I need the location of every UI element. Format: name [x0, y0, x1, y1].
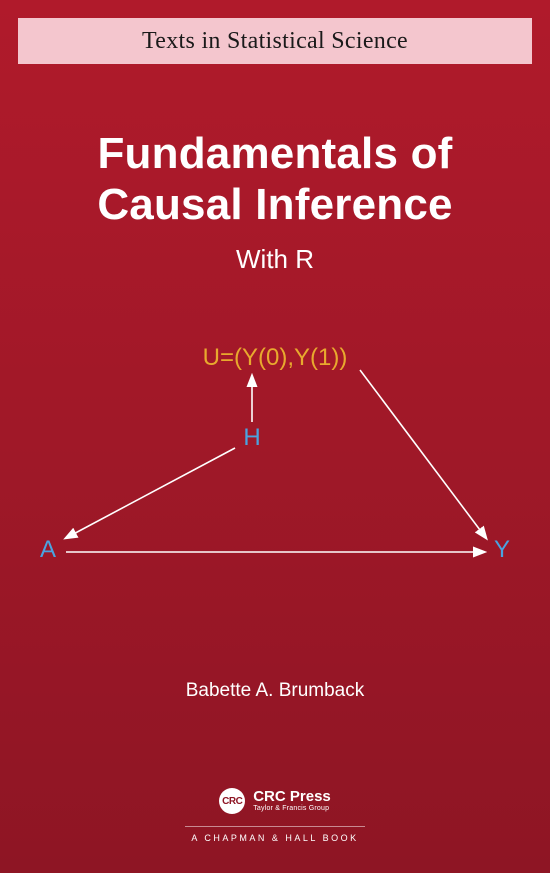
crc-logo-icon: CRC: [219, 788, 245, 814]
publisher-logo: CRC CRC Press Taylor & Francis Group: [219, 788, 331, 814]
book-cover: Texts in Statistical Science Fundamental…: [0, 0, 550, 873]
subtitle: With R: [0, 244, 550, 275]
footer-divider: [185, 826, 365, 827]
causal-diagram: U=(Y(0),Y(1)) H A Y: [0, 320, 550, 640]
series-banner: Texts in Statistical Science: [18, 18, 532, 64]
publisher-text: CRC Press Taylor & Francis Group: [253, 789, 331, 812]
publisher-name: CRC Press: [253, 789, 331, 805]
title-line-1: Fundamentals of: [0, 129, 550, 180]
node-h: H: [243, 424, 260, 452]
title-block: Fundamentals of Causal Inference With R: [0, 129, 550, 275]
author-name: Babette A. Brumback: [0, 680, 550, 702]
title-line-2: Causal Inference: [0, 180, 550, 231]
publisher-footer: CRC CRC Press Taylor & Francis Group A C…: [0, 788, 550, 843]
node-a: A: [40, 536, 56, 564]
publisher-tagline: Taylor & Francis Group: [253, 805, 331, 812]
series-label: Texts in Statistical Science: [142, 28, 408, 54]
imprint-label: A CHAPMAN & HALL BOOK: [0, 833, 550, 843]
node-y: Y: [494, 536, 510, 564]
edge-h-a: [66, 448, 235, 538]
node-u: U=(Y(0),Y(1)): [203, 344, 348, 372]
edge-u-y: [360, 370, 486, 538]
